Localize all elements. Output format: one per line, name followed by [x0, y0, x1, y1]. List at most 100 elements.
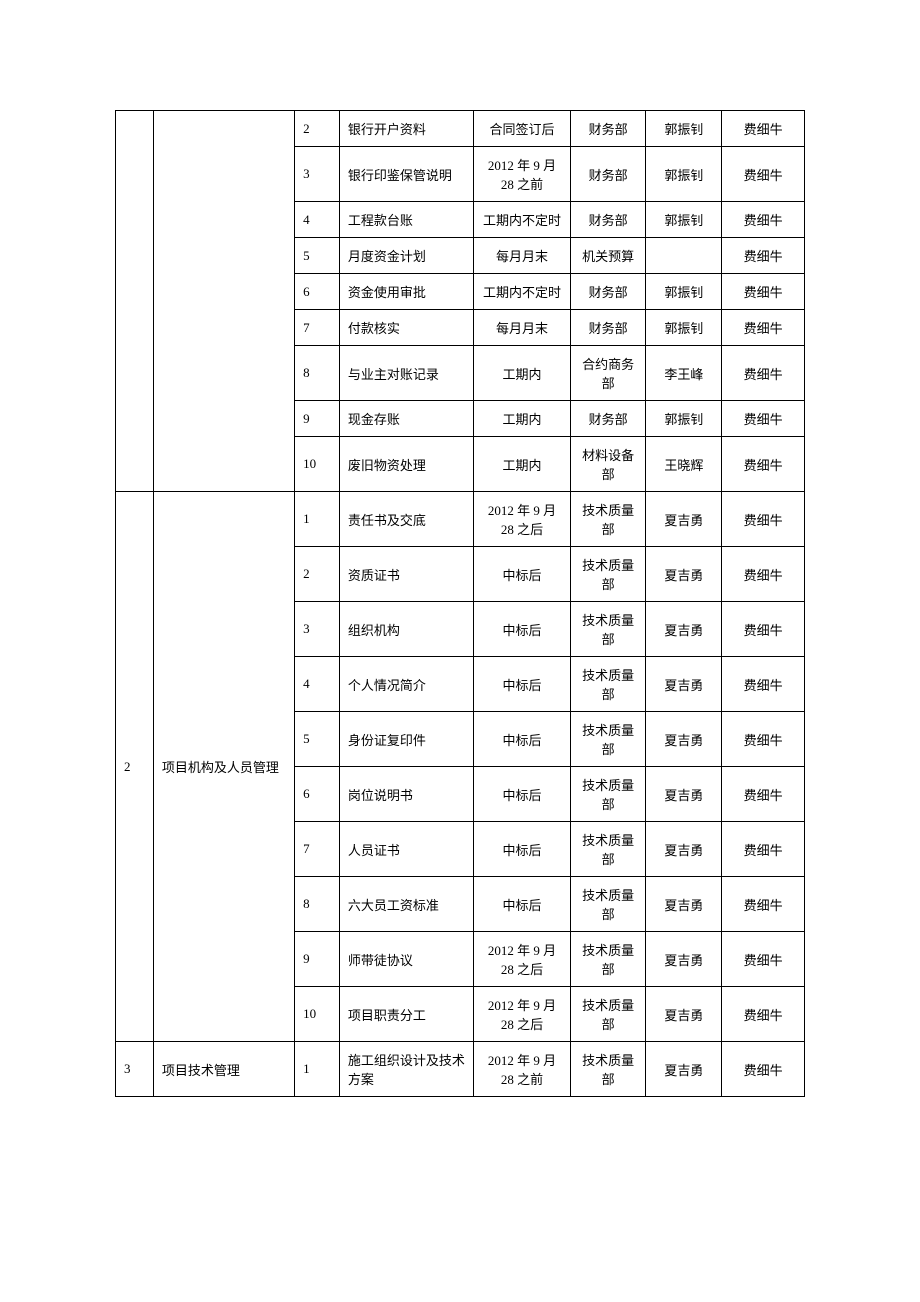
- cell-dept: 技术质量部: [570, 602, 646, 657]
- cell-dept: 机关预算: [570, 238, 646, 274]
- table-row: 3项目技术管理1施工组织设计及技术方案2012 年 9 月 28 之前技术质量部…: [116, 1042, 805, 1097]
- cell-section: 3: [116, 1042, 154, 1097]
- cell-dept: 财务部: [570, 111, 646, 147]
- cell-item: 与业主对账记录: [339, 346, 473, 401]
- cell-item: 现金存账: [339, 401, 473, 437]
- cell-item: 付款核实: [339, 310, 473, 346]
- cell-num: 9: [295, 932, 340, 987]
- cell-time: 工期内不定时: [474, 274, 570, 310]
- cell-num: 6: [295, 767, 340, 822]
- management-table: 2银行开户资料合同签订后财务部郭振钊费细牛3银行印鉴保管说明2012 年 9 月…: [115, 110, 805, 1097]
- cell-item: 个人情况简介: [339, 657, 473, 712]
- cell-person1: 郭振钊: [646, 274, 722, 310]
- cell-person1: 夏吉勇: [646, 712, 722, 767]
- cell-dept: 技术质量部: [570, 547, 646, 602]
- cell-dept: 合约商务部: [570, 346, 646, 401]
- cell-category: 项目技术管理: [153, 1042, 294, 1097]
- cell-dept: 材料设备部: [570, 437, 646, 492]
- cell-item: 组织机构: [339, 602, 473, 657]
- cell-item: 岗位说明书: [339, 767, 473, 822]
- cell-time: 2012 年 9 月 28 之前: [474, 147, 570, 202]
- cell-item: 六大员工资标准: [339, 877, 473, 932]
- cell-section: [116, 111, 154, 492]
- cell-dept: 技术质量部: [570, 932, 646, 987]
- cell-item: 项目职责分工: [339, 987, 473, 1042]
- cell-person1: 夏吉勇: [646, 492, 722, 547]
- cell-person2: 费细牛: [722, 111, 805, 147]
- cell-person2: 费细牛: [722, 238, 805, 274]
- cell-time: 合同签订后: [474, 111, 570, 147]
- cell-person1: 夏吉勇: [646, 602, 722, 657]
- cell-person1: 夏吉勇: [646, 1042, 722, 1097]
- cell-num: 3: [295, 147, 340, 202]
- cell-person2: 费细牛: [722, 1042, 805, 1097]
- cell-time: 2012 年 9 月 28 之前: [474, 1042, 570, 1097]
- cell-person1: 夏吉勇: [646, 657, 722, 712]
- cell-person2: 费细牛: [722, 987, 805, 1042]
- cell-item: 责任书及交底: [339, 492, 473, 547]
- cell-item: 师带徒协议: [339, 932, 473, 987]
- cell-num: 8: [295, 346, 340, 401]
- cell-num: 5: [295, 712, 340, 767]
- cell-time: 中标后: [474, 767, 570, 822]
- cell-num: 1: [295, 492, 340, 547]
- cell-person1: 郭振钊: [646, 202, 722, 238]
- cell-time: 中标后: [474, 877, 570, 932]
- cell-person1: 郭振钊: [646, 111, 722, 147]
- cell-person1: 郭振钊: [646, 310, 722, 346]
- table-row: 2银行开户资料合同签订后财务部郭振钊费细牛: [116, 111, 805, 147]
- cell-item: 月度资金计划: [339, 238, 473, 274]
- cell-person2: 费细牛: [722, 147, 805, 202]
- cell-person1: 夏吉勇: [646, 877, 722, 932]
- cell-time: 2012 年 9 月 28 之后: [474, 932, 570, 987]
- cell-person1: [646, 238, 722, 274]
- cell-person1: 郭振钊: [646, 147, 722, 202]
- cell-time: 2012 年 9 月 28 之后: [474, 492, 570, 547]
- cell-time: 中标后: [474, 657, 570, 712]
- cell-time: 中标后: [474, 547, 570, 602]
- cell-person2: 费细牛: [722, 877, 805, 932]
- cell-person2: 费细牛: [722, 822, 805, 877]
- cell-time: 工期内不定时: [474, 202, 570, 238]
- cell-person2: 费细牛: [722, 657, 805, 712]
- cell-dept: 财务部: [570, 310, 646, 346]
- cell-num: 10: [295, 437, 340, 492]
- cell-person1: 夏吉勇: [646, 932, 722, 987]
- cell-person2: 费细牛: [722, 346, 805, 401]
- cell-time: 中标后: [474, 822, 570, 877]
- cell-time: 中标后: [474, 712, 570, 767]
- cell-item: 废旧物资处理: [339, 437, 473, 492]
- cell-time: 2012 年 9 月 28 之后: [474, 987, 570, 1042]
- cell-person2: 费细牛: [722, 492, 805, 547]
- cell-category: [153, 111, 294, 492]
- cell-dept: 技术质量部: [570, 657, 646, 712]
- cell-time: 中标后: [474, 602, 570, 657]
- cell-dept: 财务部: [570, 147, 646, 202]
- cell-num: 2: [295, 111, 340, 147]
- cell-dept: 技术质量部: [570, 1042, 646, 1097]
- cell-person2: 费细牛: [722, 401, 805, 437]
- cell-time: 工期内: [474, 346, 570, 401]
- cell-person2: 费细牛: [722, 274, 805, 310]
- cell-person1: 夏吉勇: [646, 822, 722, 877]
- cell-item: 银行开户资料: [339, 111, 473, 147]
- cell-item: 资金使用审批: [339, 274, 473, 310]
- cell-dept: 技术质量部: [570, 987, 646, 1042]
- cell-person1: 夏吉勇: [646, 767, 722, 822]
- cell-num: 8: [295, 877, 340, 932]
- cell-num: 7: [295, 310, 340, 346]
- cell-num: 4: [295, 202, 340, 238]
- cell-item: 人员证书: [339, 822, 473, 877]
- cell-dept: 技术质量部: [570, 712, 646, 767]
- cell-person2: 费细牛: [722, 712, 805, 767]
- cell-time: 工期内: [474, 437, 570, 492]
- cell-person2: 费细牛: [722, 767, 805, 822]
- cell-person2: 费细牛: [722, 602, 805, 657]
- cell-person2: 费细牛: [722, 437, 805, 492]
- cell-num: 2: [295, 547, 340, 602]
- cell-person1: 夏吉勇: [646, 987, 722, 1042]
- cell-item: 银行印鉴保管说明: [339, 147, 473, 202]
- cell-num: 4: [295, 657, 340, 712]
- cell-num: 5: [295, 238, 340, 274]
- cell-person1: 王晓辉: [646, 437, 722, 492]
